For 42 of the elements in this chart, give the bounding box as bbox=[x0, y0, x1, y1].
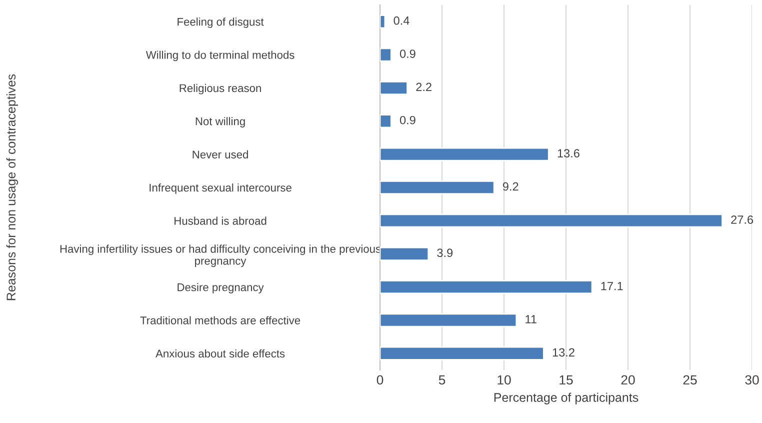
bar bbox=[380, 147, 550, 162]
y-tick-label: Not willing bbox=[196, 117, 245, 128]
bar bbox=[380, 346, 544, 360]
bar bbox=[380, 80, 408, 95]
data-label: 0.9 bbox=[400, 116, 416, 124]
data-label: 2.2 bbox=[416, 82, 432, 92]
y-axis-title: Reasons for non usage of contraceptives bbox=[6, 74, 18, 300]
y-tick-label: Anxious about side effects bbox=[156, 349, 285, 358]
x-tick-label: 20 bbox=[621, 375, 635, 385]
x-tick-label: 10 bbox=[498, 375, 511, 385]
bar bbox=[380, 313, 518, 328]
y-tick-label: Never used bbox=[192, 150, 248, 158]
bar bbox=[380, 180, 495, 194]
data-label: 9.2 bbox=[502, 182, 518, 191]
y-tick-label: Husband is abroad bbox=[174, 216, 266, 225]
bar bbox=[380, 48, 392, 62]
data-label: 0.4 bbox=[394, 16, 410, 25]
bar bbox=[380, 114, 392, 128]
data-label: 13.6 bbox=[558, 149, 580, 158]
x-tick-label: 0 bbox=[376, 375, 384, 385]
data-label: 0.9 bbox=[400, 50, 416, 58]
data-label: 27.6 bbox=[731, 215, 754, 224]
bar bbox=[380, 214, 723, 228]
x-tick-label: 25 bbox=[683, 375, 697, 385]
y-tick-label: Religious reason bbox=[180, 84, 261, 94]
y-tick-label: Infrequent sexual intercourse bbox=[150, 183, 292, 194]
x-axis-title: Percentage of participants bbox=[494, 392, 638, 404]
y-tick-label: Desire pregnancy bbox=[178, 283, 264, 294]
y-tick-label: Having infertility issues or had difficulty conceiving in the previous pregnancy bbox=[60, 244, 381, 267]
y-tick-label: Traditional methods are effective bbox=[140, 316, 300, 324]
data-label: 17.1 bbox=[601, 282, 623, 290]
bar bbox=[380, 14, 386, 29]
y-tick-label: Willing to do terminal methods bbox=[146, 50, 294, 62]
x-tick-label: 30 bbox=[745, 375, 759, 385]
data-label: 11 bbox=[526, 315, 536, 324]
bar bbox=[380, 246, 430, 261]
bar bbox=[380, 280, 593, 294]
y-tick-label: Feeling of disgust bbox=[178, 18, 264, 28]
x-tick-label: 15 bbox=[560, 375, 573, 385]
data-label: 3.9 bbox=[437, 248, 453, 258]
x-tick-label: 5 bbox=[438, 375, 446, 385]
data-label: 13.2 bbox=[552, 348, 574, 357]
